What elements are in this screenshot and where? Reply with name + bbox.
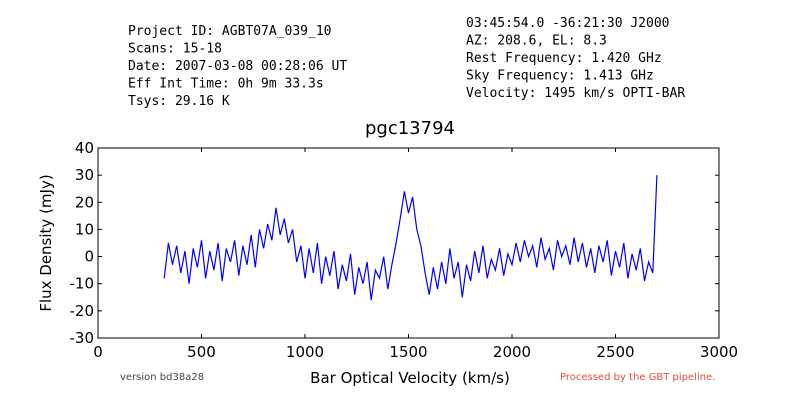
x-axis-label: Bar Optical Velocity (km/s) (310, 369, 510, 387)
header-line: Eff Int Time: 0h 9m 33.3s (128, 77, 324, 92)
y-axis-label: Flux Density (mJy) (37, 174, 55, 311)
chart-title: pgc13794 (365, 118, 455, 139)
y-tick-label: 40 (75, 139, 94, 157)
y-tick-label: -20 (70, 302, 95, 320)
x-tick-label: 1000 (286, 343, 324, 361)
header-line: AZ: 208.6, EL: 8.3 (466, 34, 607, 49)
version-label: version bd38a28 (120, 372, 204, 383)
header-line: 03:45:54.0 -36:21:30 J2000 (466, 16, 670, 31)
x-tick-label: 2000 (493, 343, 531, 361)
x-tick-label: 0 (93, 343, 103, 361)
header-line: Tsys: 29.16 K (128, 94, 230, 109)
x-tick-label: 500 (187, 343, 216, 361)
header-line: Project ID: AGBT07A_039_10 (128, 24, 332, 39)
plot-frame (97, 147, 720, 339)
y-tick-label: -10 (70, 275, 95, 293)
x-tick-label: 1500 (389, 343, 427, 361)
y-tick-label: 10 (75, 220, 94, 238)
y-tick-label: 30 (75, 166, 94, 184)
header-line: Velocity: 1495 km/s OPTI-BAR (466, 86, 685, 101)
header-line: Rest Frequency: 1.420 GHz (466, 51, 662, 66)
header-line: Date: 2007-03-08 00:28:06 UT (128, 59, 347, 74)
x-tick-label: 3000 (700, 343, 738, 361)
y-tick-label: -30 (70, 329, 95, 347)
spectrum-line (163, 175, 658, 301)
x-tick-label: 2500 (596, 343, 634, 361)
header-line: Scans: 15-18 (128, 42, 222, 57)
y-tick-label: 20 (75, 193, 94, 211)
y-tick-label: 0 (84, 248, 94, 266)
header-line: Sky Frequency: 1.413 GHz (466, 69, 654, 84)
pipeline-label: Processed by the GBT pipeline. (560, 372, 715, 383)
